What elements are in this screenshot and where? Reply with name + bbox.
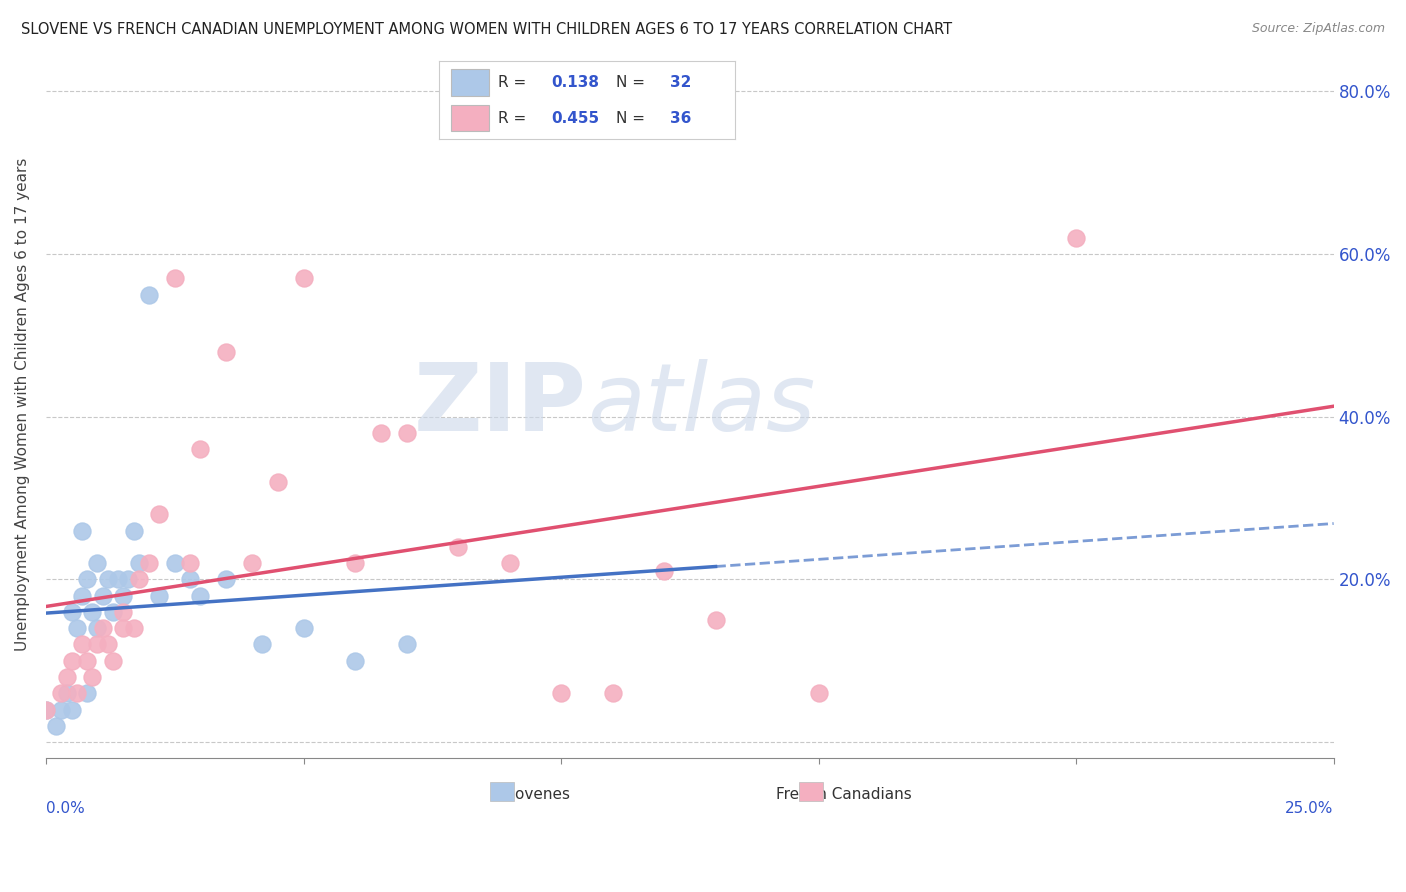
Point xyxy=(652,564,675,578)
Point xyxy=(76,686,98,700)
Y-axis label: Unemployment Among Women with Children Ages 6 to 17 years: Unemployment Among Women with Children A… xyxy=(15,158,30,651)
Point xyxy=(82,605,104,619)
Point xyxy=(447,540,470,554)
Point xyxy=(148,589,170,603)
Point xyxy=(128,556,150,570)
Point xyxy=(112,621,135,635)
Text: ZIP: ZIP xyxy=(413,359,586,450)
Point xyxy=(267,475,290,489)
Point xyxy=(107,573,129,587)
Point xyxy=(292,271,315,285)
Point xyxy=(82,670,104,684)
Point xyxy=(215,573,238,587)
Point xyxy=(122,621,145,635)
Point xyxy=(60,702,83,716)
Point xyxy=(190,589,212,603)
Text: Source: ZipAtlas.com: Source: ZipAtlas.com xyxy=(1251,22,1385,36)
Point xyxy=(97,638,120,652)
Point xyxy=(35,702,58,716)
Point xyxy=(35,702,58,716)
Point xyxy=(112,605,135,619)
Point xyxy=(179,573,201,587)
Point xyxy=(76,654,98,668)
Text: 25.0%: 25.0% xyxy=(1285,801,1334,816)
Point xyxy=(70,589,93,603)
Point xyxy=(70,524,93,538)
Point xyxy=(163,556,186,570)
Point xyxy=(1064,231,1087,245)
Text: French Canadians: French Canadians xyxy=(776,787,912,802)
Text: SLOVENE VS FRENCH CANADIAN UNEMPLOYMENT AMONG WOMEN WITH CHILDREN AGES 6 TO 17 Y: SLOVENE VS FRENCH CANADIAN UNEMPLOYMENT … xyxy=(21,22,952,37)
Point xyxy=(343,556,366,570)
Point xyxy=(704,613,727,627)
Point xyxy=(292,621,315,635)
Point xyxy=(138,556,160,570)
Point xyxy=(91,621,114,635)
Point xyxy=(55,686,77,700)
Text: 0.0%: 0.0% xyxy=(46,801,84,816)
Point xyxy=(70,638,93,652)
Point xyxy=(343,654,366,668)
Point xyxy=(498,556,520,570)
Point xyxy=(76,573,98,587)
Point xyxy=(370,425,392,440)
Point xyxy=(86,556,108,570)
Point xyxy=(163,271,186,285)
Point xyxy=(51,702,73,716)
Point xyxy=(117,573,139,587)
Text: atlas: atlas xyxy=(586,359,815,450)
Point xyxy=(122,524,145,538)
Point xyxy=(112,589,135,603)
Point xyxy=(97,573,120,587)
Point xyxy=(190,442,212,457)
Point xyxy=(55,670,77,684)
Point xyxy=(91,589,114,603)
Point xyxy=(138,287,160,301)
Point xyxy=(602,686,624,700)
Point xyxy=(395,425,418,440)
Point xyxy=(101,605,124,619)
Point xyxy=(807,686,830,700)
Point xyxy=(66,621,89,635)
Point xyxy=(60,654,83,668)
Point xyxy=(240,556,263,570)
Point xyxy=(215,344,238,359)
Point xyxy=(86,621,108,635)
Point xyxy=(86,638,108,652)
Point xyxy=(179,556,201,570)
Text: Slovenes: Slovenes xyxy=(501,787,569,802)
Point xyxy=(395,638,418,652)
Point xyxy=(128,573,150,587)
Point xyxy=(60,605,83,619)
Point xyxy=(101,654,124,668)
Point xyxy=(45,719,67,733)
Point xyxy=(51,686,73,700)
Point xyxy=(252,638,274,652)
Point xyxy=(148,508,170,522)
Point xyxy=(66,686,89,700)
Point xyxy=(550,686,572,700)
